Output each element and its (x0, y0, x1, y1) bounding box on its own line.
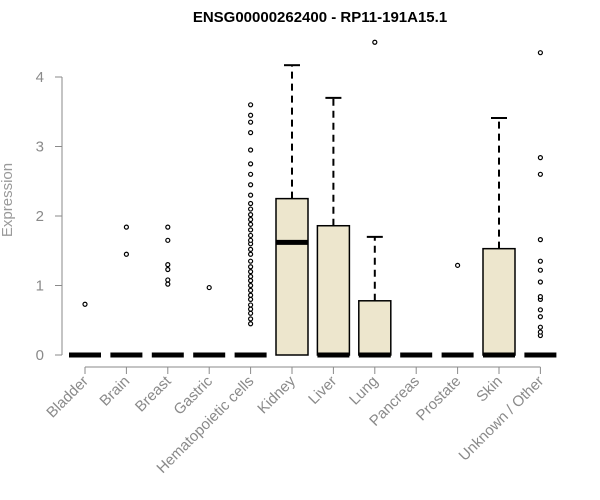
outlier-point (537, 329, 544, 335)
outlier-point (248, 171, 254, 177)
outlier-point (248, 227, 254, 233)
outlier-point (248, 200, 254, 207)
box-body (275, 197, 309, 356)
outlier-point (248, 310, 254, 316)
outlier-point (123, 224, 130, 230)
outlier-point (248, 147, 254, 153)
outlier-point (248, 102, 254, 108)
outlier-point (537, 50, 544, 56)
x-tick-label: Brain (96, 373, 133, 410)
outlier-point (165, 266, 171, 273)
y-tick-label: 1 (36, 278, 44, 295)
outlier-point (537, 279, 544, 285)
box-bladder (69, 301, 101, 358)
outlier-point (248, 258, 254, 264)
outlier-point (248, 112, 254, 118)
outlier-point (248, 206, 254, 212)
x-tick-label: Prostate (413, 373, 465, 425)
box-kidney (275, 64, 309, 356)
y-axis: 0 1 2 3 4 (36, 69, 63, 364)
outlier-point (537, 324, 544, 330)
outlier-point (165, 224, 171, 230)
box-skin (482, 117, 516, 358)
outlier-point (537, 294, 544, 300)
outlier-point (248, 302, 254, 308)
outlier-point (165, 281, 171, 287)
outlier-point (537, 237, 544, 243)
outlier-point (165, 277, 171, 283)
box-liver (316, 96, 351, 358)
x-tick-label: Skin (473, 373, 506, 406)
outlier-point (82, 301, 88, 307)
y-tick-label: 4 (36, 69, 44, 86)
outlier-point (248, 292, 254, 298)
box-unknown-other (524, 50, 557, 358)
box-body (316, 224, 351, 356)
box-hematopoietic-cells (234, 102, 267, 358)
outlier-point (537, 314, 544, 320)
x-tick-label: Kidney (254, 372, 299, 417)
plot-area (69, 39, 557, 358)
outlier-point (248, 119, 254, 125)
outlier-point (165, 237, 171, 243)
outlier-point (248, 296, 254, 302)
x-tick-label: Liver (305, 373, 340, 408)
outlier-point (537, 267, 544, 273)
y-axis-label: Expression (0, 163, 16, 237)
box-brain (110, 224, 143, 358)
box-breast (151, 224, 184, 358)
outlier-point (248, 182, 254, 188)
outlier-point (455, 262, 461, 268)
outlier-point (248, 237, 254, 243)
outlier-point (248, 232, 254, 239)
y-tick-label: 0 (36, 347, 44, 364)
y-tick-label: 3 (36, 139, 44, 156)
outlier-point (248, 130, 254, 136)
outlier-point (537, 258, 544, 264)
outlier-point (248, 212, 254, 218)
outlier-point (248, 269, 254, 275)
outlier-point (248, 287, 254, 293)
outlier-point (372, 39, 378, 45)
box-body (358, 300, 392, 356)
chart-title: ENSG00000262400 - RP11-191A15.1 (193, 9, 447, 26)
box-body (482, 247, 516, 356)
box-gastric (193, 284, 226, 358)
outlier-point (248, 278, 254, 284)
box-lung (358, 39, 392, 358)
outlier-point (248, 306, 254, 312)
outlier-point (206, 284, 212, 291)
outlier-point (537, 171, 544, 177)
outlier-point (248, 264, 254, 270)
y-tick-label: 2 (36, 208, 44, 225)
outlier-point (165, 262, 171, 268)
outlier-point (248, 221, 254, 227)
x-tick-label: Breast (132, 372, 175, 415)
outlier-point (248, 316, 254, 322)
x-tick-label: Lung (346, 373, 382, 409)
outlier-point (537, 155, 544, 161)
x-tick-label: Bladder (43, 373, 92, 422)
outlier-point (248, 273, 254, 280)
outlier-point (248, 216, 254, 223)
outlier-point (248, 246, 254, 252)
outlier-point (248, 192, 254, 198)
outlier-point (248, 321, 254, 327)
outlier-point (248, 161, 254, 167)
outlier-point (248, 282, 254, 289)
box-prostate (441, 262, 474, 358)
outlier-point (537, 307, 544, 313)
outlier-point (123, 251, 130, 257)
outlier-point (248, 251, 254, 257)
